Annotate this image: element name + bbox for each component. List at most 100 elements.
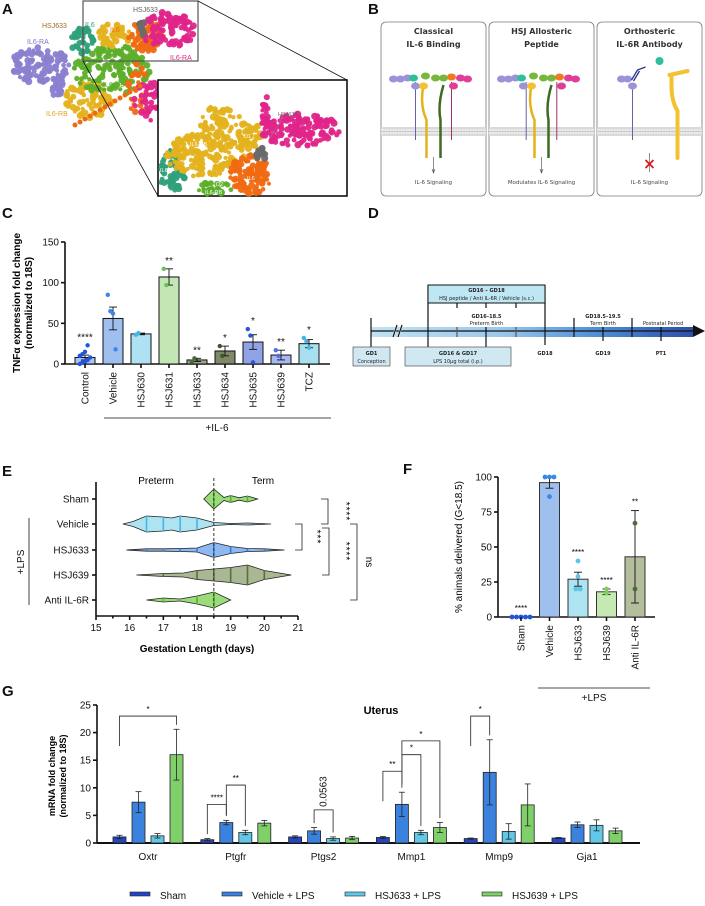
violin	[126, 542, 285, 558]
x-tick-label: TCZ	[305, 372, 316, 391]
il6-ra-atom	[189, 30, 197, 38]
preterm-sub: Preterm Birth	[470, 321, 503, 327]
il6-ra-atom	[263, 132, 268, 137]
il6-ra-atom	[20, 67, 26, 72]
il6-atom	[77, 119, 83, 125]
data-point	[527, 614, 533, 620]
il6-rb-atom	[226, 150, 232, 155]
il6-rb-atom	[101, 87, 107, 92]
receptor-domain	[447, 73, 456, 81]
data-point	[547, 474, 552, 480]
il6-ra-atom	[272, 139, 279, 145]
term-sub: Term Birth	[589, 321, 616, 327]
il6-ra-atom	[182, 24, 188, 31]
il6-ra-atom	[46, 67, 53, 74]
y-axis-label-line: TNFα expression fold change	[12, 233, 23, 373]
il6-rb-atom	[207, 169, 213, 175]
significance-label: ****	[77, 332, 93, 343]
y-tick-label: 15	[80, 756, 92, 767]
il6-rb-atom	[70, 87, 76, 92]
il6-rb-atom	[200, 114, 206, 120]
significance-label: ****	[572, 548, 584, 557]
il6-ra-atom	[313, 138, 320, 145]
il6-atom	[107, 101, 113, 107]
il6-atom	[130, 41, 137, 48]
preterm-title: GD16–18.5	[471, 314, 502, 320]
il6-atom	[249, 171, 255, 176]
significance-label: **	[233, 774, 239, 783]
il6-ra-atom	[336, 129, 342, 135]
il6-atom	[86, 29, 92, 35]
il6-rb-atom	[222, 137, 228, 142]
significance-label: *	[251, 316, 255, 327]
region-label-term: Term	[252, 476, 274, 487]
il6-rb-atom	[127, 46, 133, 53]
gd1-box	[352, 346, 391, 367]
il6-ra-atom	[299, 125, 306, 131]
il6-rb-atom	[78, 90, 84, 96]
lps-box	[404, 346, 512, 367]
il6-rb-atom	[212, 164, 218, 170]
il6-ra-atom	[304, 142, 311, 149]
receptor-domain	[527, 82, 536, 90]
il6-atom	[254, 184, 259, 189]
il6-ra-atom	[319, 130, 326, 137]
il6-rb-atom	[109, 85, 114, 90]
panel-label-e: E	[2, 463, 12, 480]
il6-rb-atom	[115, 48, 123, 56]
treatment-title: GD16 – GD18	[468, 288, 505, 294]
label-il6-ra: IL6-RA	[170, 55, 192, 62]
il6-ra-atom	[34, 44, 42, 51]
il6-rb-atom	[213, 171, 219, 178]
gp130-chain	[546, 84, 553, 158]
il6-rb-atom	[218, 143, 226, 151]
x-tick-label: Ptgfr	[225, 852, 247, 863]
il6-rb-atom	[195, 165, 202, 172]
box-title: Classical	[414, 27, 453, 36]
il6-rb-atom	[199, 160, 206, 168]
il6-rb-atom	[109, 43, 116, 50]
data-point	[245, 326, 250, 332]
il6-rb-atom	[216, 186, 222, 192]
il6-ra-atom	[296, 127, 302, 133]
il6-atom	[181, 175, 188, 182]
il6-atom	[76, 25, 82, 31]
protein-structure-panel: HSJ633 HSJ633 IL6 IL6 IL6-RA IL6-RA IL6-…	[10, 0, 348, 197]
y-axis-label-line: mRNA fold change	[47, 736, 57, 816]
il6-ligand	[655, 57, 664, 65]
il6-ra-atom	[285, 142, 291, 148]
x-axis-label: Gestation Length (days)	[140, 644, 254, 655]
data-point	[189, 359, 194, 364]
x-tick-label: 19	[225, 623, 237, 634]
x-tick-label: HSJ635	[249, 372, 260, 408]
data-point	[577, 586, 583, 592]
il6-rb-atom	[196, 188, 202, 193]
hsj633-atom	[139, 28, 147, 36]
zoom-region-box	[82, 0, 199, 62]
il6-ra-atom	[59, 75, 65, 81]
il6-rb-atom	[89, 84, 96, 90]
inset-label-il6-rb: IL6-RB	[205, 190, 222, 196]
il6-atom	[78, 48, 85, 54]
il6-rb-atom	[82, 70, 88, 76]
il6-atom	[238, 155, 246, 162]
il6-ra-atom	[176, 43, 183, 49]
significance-label: ****	[600, 576, 612, 585]
il6-ra-atom	[45, 62, 51, 68]
il6-atom	[134, 46, 140, 52]
term-title: GD18.5–19.5	[585, 314, 621, 320]
x-tick-label: HSJ630	[137, 372, 148, 408]
treatment-sub: HSJ peptide / Anti IL-6R / Vehicle (s.c.…	[439, 296, 534, 302]
legend-swatch	[129, 891, 151, 897]
il6-atom	[87, 113, 93, 119]
receptor-domain	[409, 74, 418, 82]
x-tick-label: Anti IL-6R	[631, 625, 642, 669]
significance-label: *	[410, 744, 413, 753]
y-axis-label-line: (normalized to 18S)	[58, 734, 68, 817]
il6-rb-atom	[109, 58, 116, 66]
il6-atom	[139, 65, 145, 72]
il6-atom	[73, 43, 78, 48]
inset-label-d1: D1	[244, 134, 251, 140]
il6-ra-atom	[283, 137, 290, 144]
il6-ra-atom	[295, 115, 303, 122]
